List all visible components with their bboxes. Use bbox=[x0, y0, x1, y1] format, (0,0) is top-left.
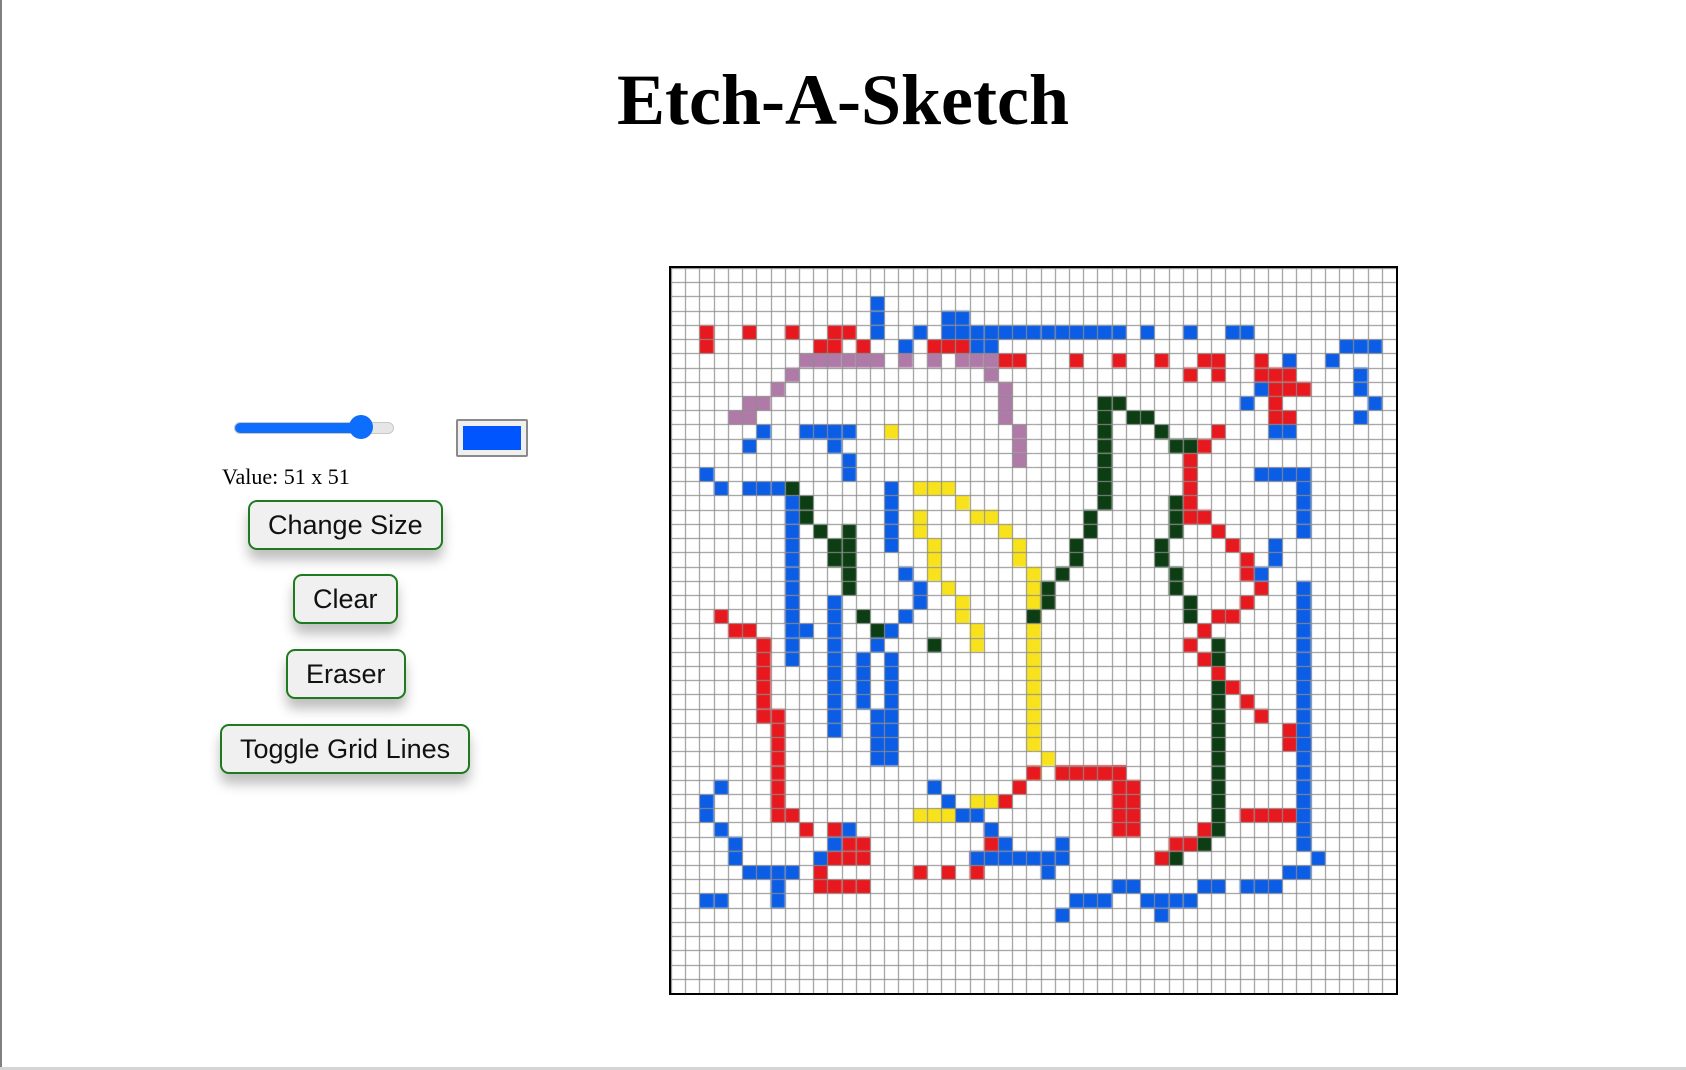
controls-panel: Value: 51 x 51 Change Size Clear Eraser … bbox=[210, 380, 530, 860]
slider-row bbox=[222, 408, 528, 457]
window-bottom-edge bbox=[0, 1067, 1686, 1070]
page-title: Etch-A-Sketch bbox=[617, 60, 1069, 140]
slider-fill bbox=[235, 423, 360, 433]
color-picker[interactable] bbox=[456, 419, 528, 457]
toggle-grid-lines-button[interactable]: Toggle Grid Lines bbox=[220, 724, 471, 774]
slider-thumb[interactable] bbox=[349, 415, 373, 439]
color-picker-swatch bbox=[463, 426, 521, 450]
size-value-label: Value: 51 x 51 bbox=[222, 464, 350, 489]
window-left-edge bbox=[0, 0, 2, 1070]
eraser-button[interactable]: Eraser bbox=[286, 649, 406, 699]
clear-button[interactable]: Clear bbox=[293, 574, 398, 624]
sketch-grid-canvas[interactable] bbox=[671, 268, 1396, 993]
sketch-board[interactable] bbox=[669, 266, 1398, 995]
change-size-button[interactable]: Change Size bbox=[248, 500, 443, 550]
